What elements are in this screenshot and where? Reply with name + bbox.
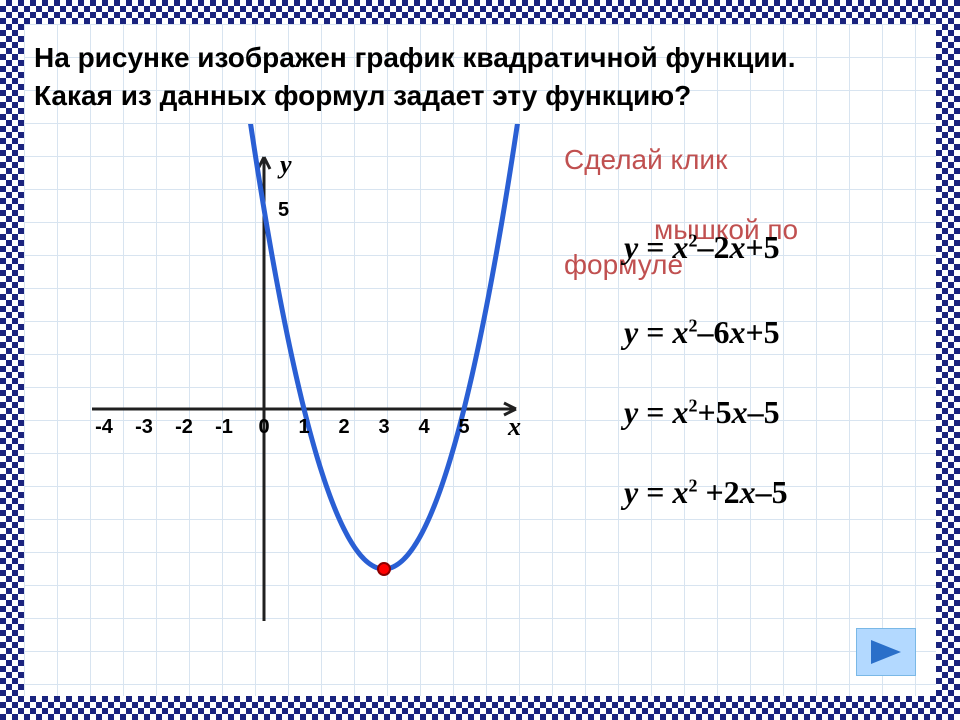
question-text: На рисунке изображен график квадратичной… [34,39,926,115]
question-line1: На рисунке изображен график квадратичной… [34,42,796,73]
question-line2: Какая из данных формул задает эту функци… [34,80,691,111]
svg-text:-1: -1 [215,416,233,438]
next-icon [866,637,906,667]
svg-text:5: 5 [278,199,289,221]
formula-option-2[interactable]: y = x2–6x+5 [624,314,780,351]
formula-option-1[interactable]: y = x2–2x+5 [624,229,780,266]
parabola-chart: у х 5 -4 -3 -2 -1 0 1 2 3 4 5 [64,124,564,664]
svg-text:у: у [277,150,292,179]
svg-text:-3: -3 [135,416,153,438]
formula-option-3[interactable]: y = x2+5x–5 [624,394,780,431]
hint-line1: Сделай клик [564,144,727,176]
svg-text:-2: -2 [175,416,193,438]
svg-text:4: 4 [418,416,430,438]
formula-option-4[interactable]: y = x2 +2x–5 [624,474,788,511]
next-button[interactable] [856,628,916,676]
slide-content: На рисунке изображен график квадратичной… [24,24,936,696]
svg-text:х: х [507,412,521,441]
svg-text:-4: -4 [95,416,114,438]
svg-text:0: 0 [258,416,269,438]
svg-text:2: 2 [338,416,349,438]
svg-text:3: 3 [378,416,389,438]
svg-text:5: 5 [458,416,469,438]
svg-text:1: 1 [298,416,309,438]
